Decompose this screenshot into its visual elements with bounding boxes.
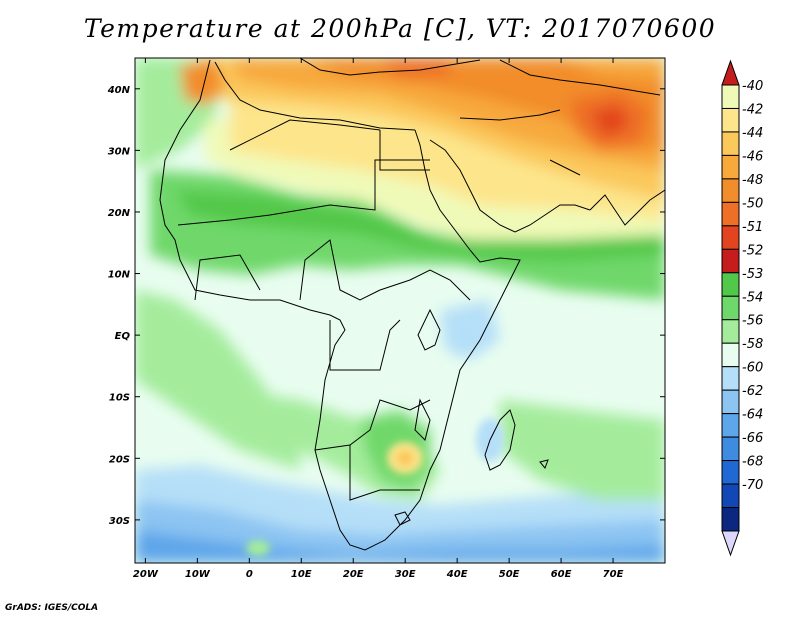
colorbar-label: -56	[742, 314, 763, 329]
colorbar-label: -70	[742, 478, 763, 493]
colorbar-label: -60	[742, 361, 763, 376]
lat-tick-label: 20S	[109, 454, 130, 465]
lat-tick-label: 10S	[109, 393, 130, 404]
colorbar-swatch	[721, 342, 740, 368]
lon-tick-label: 10E	[291, 569, 312, 580]
colorbar-bottom-arrow	[721, 530, 740, 557]
colorbar-swatch	[721, 84, 740, 109]
colorbar-label: -50	[742, 196, 763, 211]
colorbar-swatch	[721, 131, 740, 156]
colorbar-label: -40	[742, 79, 763, 94]
colorbar-label: -66	[742, 431, 763, 446]
lon-tick-label: 40E	[446, 569, 468, 580]
colorbar-swatch	[721, 436, 740, 462]
lon-tick-label: 50E	[499, 569, 520, 580]
lat-tick-label: EQ	[115, 331, 131, 342]
colorbar-swatch	[721, 178, 740, 203]
colorbar-swatch	[721, 319, 740, 344]
colorbar-swatch	[721, 413, 740, 438]
colorbar-label: -44	[742, 126, 763, 141]
colorbar-label: -46	[742, 149, 763, 164]
grads-credit: GrADS: IGES/COLA	[5, 603, 99, 613]
lon-tick-label: 30E	[395, 569, 416, 580]
lat-tick-label: 40N	[107, 85, 131, 96]
colorbar-swatch	[721, 225, 740, 250]
lon-tick-label: 20W	[133, 569, 159, 580]
colorbar-swatch	[721, 154, 740, 180]
lat-tick-label: 30N	[108, 146, 131, 157]
colorbar-label: -52	[742, 243, 763, 258]
colorbar-label: -68	[742, 455, 763, 470]
lon-tick-label: 20E	[343, 569, 364, 580]
lon-tick-label: 60E	[551, 569, 572, 580]
colorbar-swatch	[721, 389, 740, 415]
colorbar-swatch	[721, 366, 740, 391]
colorbar-swatch	[721, 107, 740, 133]
colorbar-label: -48	[742, 173, 763, 188]
colorbar-label: -42	[742, 102, 763, 117]
map-frame	[134, 57, 666, 564]
colorbar-swatch	[721, 460, 740, 485]
colorbar-label: -54	[742, 290, 763, 305]
colorbar-swatch	[721, 483, 740, 509]
lat-tick-label: 30S	[109, 516, 130, 527]
lat-tick-label: 20N	[108, 208, 131, 219]
colorbar-swatch	[721, 248, 740, 274]
lon-tick-label: 70E	[603, 569, 624, 580]
colorbar-label: -58	[742, 337, 763, 352]
coastlines	[159, 58, 665, 551]
lon-tick-label: 0	[246, 569, 253, 580]
colorbar-swatch	[721, 507, 740, 532]
colorbar-swatch	[721, 272, 740, 297]
colorbar-top-arrow	[721, 59, 740, 86]
colorbar-label: -51	[742, 220, 763, 235]
colorbar-label: -64	[742, 408, 763, 423]
latitude-axis: 40N 30N 20N 10N EQ 10S 20S 30S	[107, 85, 665, 527]
temperature-field	[135, 58, 665, 563]
lat-tick-label: 10N	[108, 270, 131, 281]
colorbar-label: -53	[742, 267, 763, 282]
colorbar-swatch	[721, 201, 740, 227]
colorbar-swatch	[721, 295, 740, 321]
colorbar-label: -62	[742, 384, 763, 399]
colorbar: -40 -42 -44 -46 -48 -50 -51 -52 -53 -54 -56 -58 -60 -…	[721, 59, 763, 557]
chart-title: Temperature at 200hPa [C], VT: 201707060…	[83, 14, 717, 43]
lon-tick-label: 10W	[185, 569, 211, 580]
longitude-axis: 20W 10W 0 10E 20E 30E 40E 50E 60E 70E	[133, 58, 624, 580]
